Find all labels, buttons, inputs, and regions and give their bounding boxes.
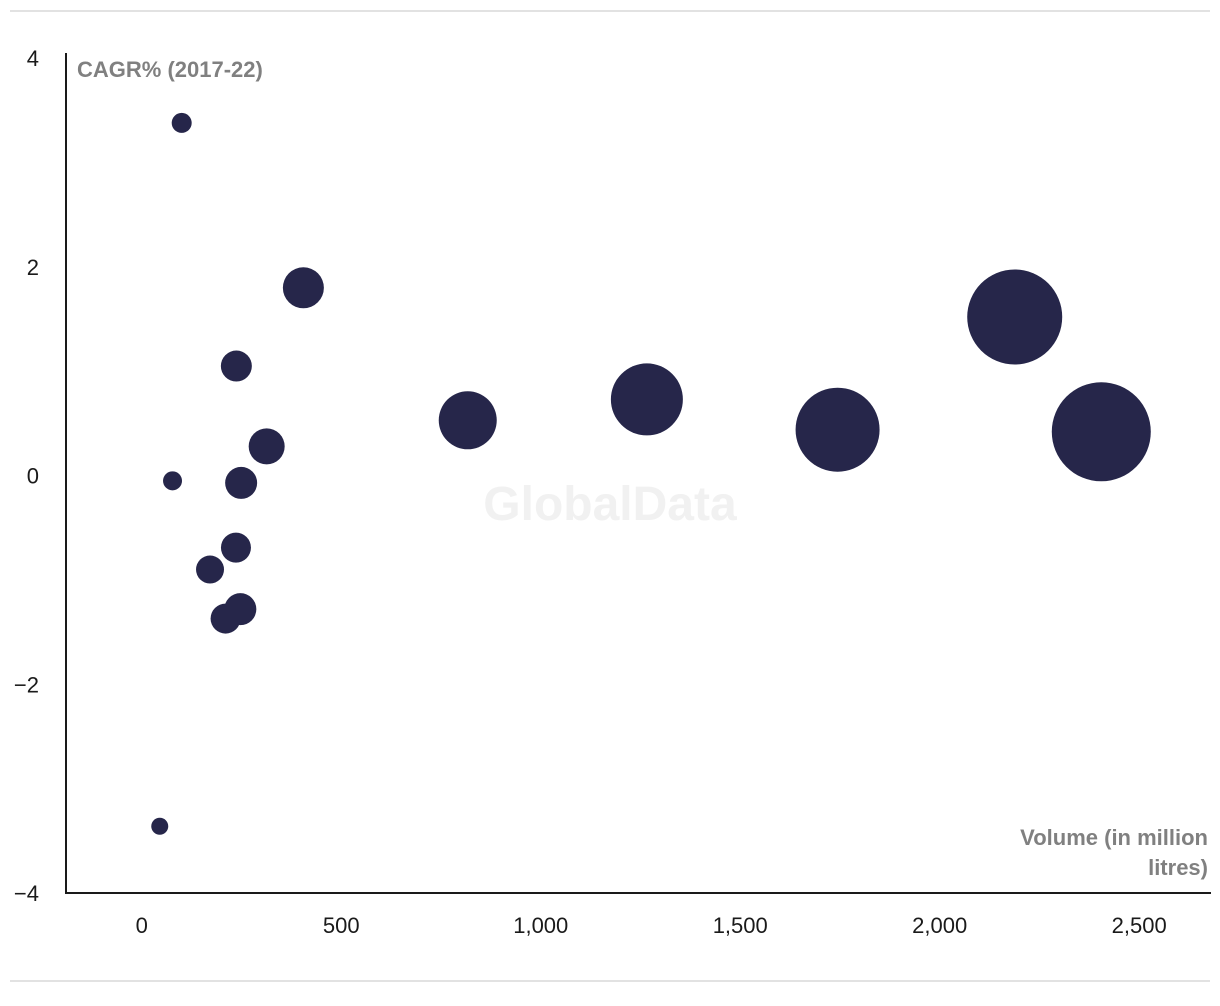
data-point-bubble [795,387,880,472]
data-point-bubble [282,267,324,309]
y-tick-label: 2 [27,255,39,280]
data-point-bubble [151,817,169,835]
x-tick-label: 1,500 [713,913,768,938]
y-axis-ticks: 4 2 0 −2 −4 [14,46,39,906]
y-tick-label: −4 [14,881,39,906]
top-divider [10,10,1210,12]
x-axis-title-line-2: litres) [1148,855,1208,880]
data-point-bubble [220,532,251,563]
y-tick-label: −2 [14,672,39,697]
bottom-divider [10,980,1210,982]
data-point-bubble [438,391,497,450]
x-tick-label: 2,500 [1112,913,1167,938]
data-point-bubble [163,471,183,491]
data-point-bubble [225,466,258,499]
data-point-bubble [196,555,225,584]
x-tick-label: 2,000 [912,913,967,938]
data-point-bubble [967,269,1063,365]
data-point-bubble [610,363,683,436]
data-point-bubble [248,428,285,465]
data-points [151,112,1151,835]
y-tick-label: 0 [27,464,39,489]
data-point-bubble [1051,382,1151,482]
y-tick-label: 4 [27,46,39,71]
x-tick-label: 0 [136,913,148,938]
x-axis-title-line-1: Volume (in million [1020,825,1208,850]
x-tick-label: 500 [323,913,360,938]
data-point-bubble [220,350,252,382]
y-axis-title: CAGR% (2017-22) [77,57,263,82]
watermark: GlobalData [483,478,737,531]
data-point-bubble [171,112,192,133]
x-tick-label: 1,000 [513,913,568,938]
data-point-bubble [210,603,241,634]
x-axis-ticks: 0 500 1,000 1,500 2,000 2,500 [136,913,1167,938]
